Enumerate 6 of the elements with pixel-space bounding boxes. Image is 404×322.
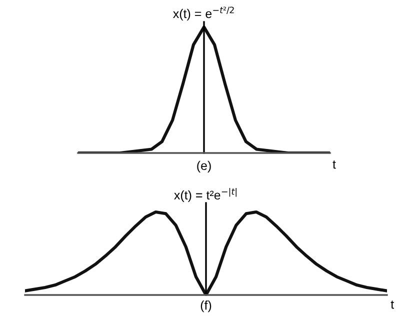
text: (f) xyxy=(200,300,212,312)
x-axis-title: t xyxy=(390,300,394,309)
x-axis-title: t xyxy=(332,160,336,169)
text: (e) xyxy=(197,160,211,173)
chart-title: x(t) = e$^{−t²/2}$ xyxy=(173,6,234,21)
chart-title: x(t) = t²e$^{−|t|}$ xyxy=(174,188,236,202)
